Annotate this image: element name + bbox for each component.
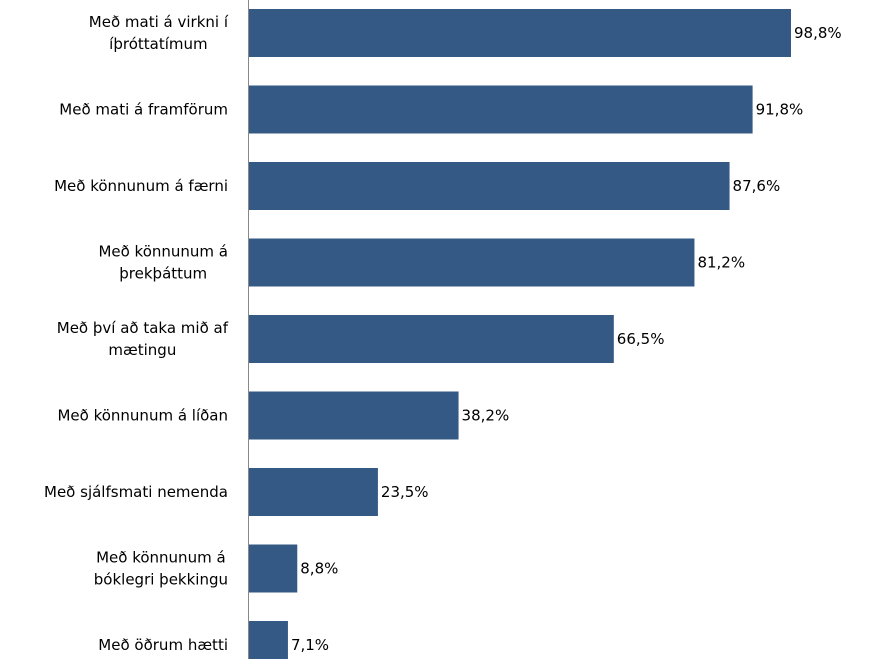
bar-6 xyxy=(249,391,459,440)
bars-group xyxy=(249,9,791,659)
category-label-1: Með mati á virkni í íþróttatímum xyxy=(89,13,229,53)
bar-1 xyxy=(249,9,791,57)
category-label-line: Með mati á framförum xyxy=(59,101,228,119)
value-label-8: 8,8% xyxy=(300,560,338,578)
category-label-line: Með sjálfsmati nemenda xyxy=(44,483,228,501)
value-label-1: 98,8% xyxy=(794,24,842,42)
category-label-2: Með mati á framförum xyxy=(59,101,228,119)
category-label-6: Með könnunum á líðan xyxy=(57,407,228,425)
bar-8 xyxy=(249,544,298,593)
category-label-line: mætingu xyxy=(108,341,176,359)
value-label-9: 7,1% xyxy=(291,636,329,654)
category-label-line: íþróttatímum xyxy=(109,35,207,53)
category-label-line: Með öðrum hætti xyxy=(98,636,228,654)
bar-2 xyxy=(249,85,753,134)
bar-5 xyxy=(249,315,614,363)
value-label-4: 81,2% xyxy=(697,254,745,272)
category-label-line: Með könnunum á xyxy=(98,243,228,261)
category-label-3: Með könnunum á færni xyxy=(54,177,228,195)
value-label-6: 38,2% xyxy=(462,407,510,425)
category-label-5: Með því að taka mið af mætingu xyxy=(57,319,229,359)
category-label-8: Með könnunum á bóklegri þekkingu xyxy=(94,549,228,589)
category-label-line: Með könnunum á líðan xyxy=(57,407,228,425)
bar-4 xyxy=(249,238,695,287)
category-label-line: Með könnunum á færni xyxy=(54,177,228,195)
value-label-5: 66,5% xyxy=(617,330,665,348)
category-label-line: Með mati á virkni í xyxy=(89,13,229,31)
bar-7 xyxy=(249,468,378,516)
value-label-7: 23,5% xyxy=(381,483,429,501)
value-label-3: 87,6% xyxy=(733,177,781,195)
category-label-4: Með könnunum á þrekþáttum xyxy=(98,243,228,283)
value-labels-group: 98,8% 91,8% 87,6% 81,2% 66,5% 38,2% 23,5% 8,8% 7… xyxy=(291,24,842,654)
category-label-line: þrekþáttum xyxy=(119,265,207,283)
category-label-9: Með öðrum hætti xyxy=(98,636,228,654)
category-label-line: Með könnunum á xyxy=(96,549,226,567)
category-label-7: Með sjálfsmati nemenda xyxy=(44,483,228,501)
bar-3 xyxy=(249,162,730,210)
category-label-line: Með því að taka mið af xyxy=(57,319,229,337)
bar-9 xyxy=(249,621,288,659)
category-label-line: bóklegri þekkingu xyxy=(94,571,228,589)
value-label-2: 91,8% xyxy=(756,101,804,119)
